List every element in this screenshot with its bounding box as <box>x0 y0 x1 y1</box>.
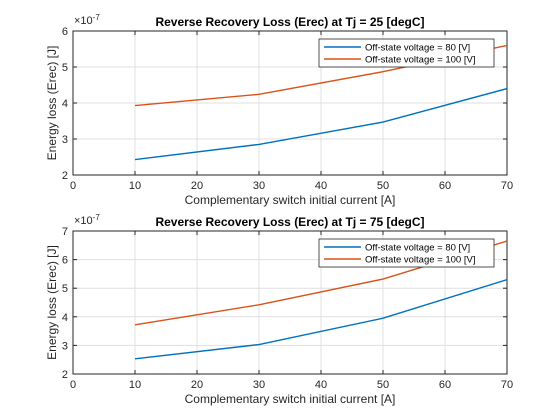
x-tick-label: 30 <box>253 379 265 391</box>
chart-panel-2: 0 10 20 30 40 50 60 70 2 3 4 5 6 7 ×10-7 Reverse Recove… <box>45 213 513 406</box>
x-tick-label: 50 <box>377 379 389 391</box>
x-axis-label: Complementary switch initial current [A] <box>185 193 396 207</box>
chart-panel-1: 0 10 20 30 40 50 60 70 2 3 4 5 6 ×10-7 Reverse Recover… <box>45 13 513 207</box>
legend-box <box>318 38 495 68</box>
x-tick-label: 10 <box>129 180 141 192</box>
y-tick-label: 3 <box>62 134 68 146</box>
series-line-1 <box>134 87 507 161</box>
y-axis-label: Energy loss (Erec) [J] <box>45 46 59 161</box>
y-tick-label: 7 <box>62 226 68 238</box>
legend-box <box>318 238 495 268</box>
x-tick-label: 20 <box>191 379 203 391</box>
legend-entry: Off-state voltage = 100 [V] <box>365 255 475 266</box>
x-tick-label: 60 <box>439 180 451 192</box>
x-tick-label: 0 <box>70 379 76 391</box>
y-tick-label: 6 <box>62 255 68 267</box>
x-tick-label: 60 <box>439 379 451 391</box>
legend: Off-state voltage = 80 [V]Off-state volt… <box>318 238 495 268</box>
x-axis-label: Complementary switch initial current [A] <box>185 392 396 406</box>
legend-entry: Off-state voltage = 100 [V] <box>365 55 475 66</box>
y-tick-label: 5 <box>62 62 68 74</box>
chart-title: Reverse Recovery Loss (Erec) at Tj = 75 … <box>155 215 424 229</box>
series-line-1 <box>134 278 507 360</box>
y-tick-label: 2 <box>62 369 68 381</box>
y-tick-label: 4 <box>62 98 68 110</box>
chart-title: Reverse Recovery Loss (Erec) at Tj = 25 … <box>155 15 424 29</box>
y-tick-label: 4 <box>62 312 68 324</box>
legend-entry: Off-state voltage = 80 [V] <box>365 43 470 54</box>
x-tick-label: 20 <box>191 180 203 192</box>
y-axis-label: Energy loss (Erec) [J] <box>45 245 59 360</box>
y-tick-label: 5 <box>62 283 68 295</box>
y-tick-label: 2 <box>62 170 68 182</box>
x-tick-label: 50 <box>377 180 389 192</box>
legend-entry: Off-state voltage = 80 [V] <box>365 243 470 254</box>
x-tick-label: 70 <box>501 379 513 391</box>
y-exponent-label: ×10-7 <box>74 13 100 27</box>
x-tick-label: 70 <box>501 180 513 192</box>
x-tick-label: 40 <box>315 379 327 391</box>
x-tick-label: 30 <box>253 180 265 192</box>
y-exponent-label: ×10-7 <box>74 213 100 227</box>
y-tick-label: 6 <box>62 26 68 38</box>
x-tick-label: 0 <box>70 180 76 192</box>
x-tick-label: 10 <box>129 379 141 391</box>
x-tick-label: 40 <box>315 180 327 192</box>
axes-frame <box>72 230 508 375</box>
y-tick-label: 3 <box>62 340 68 352</box>
legend: Off-state voltage = 80 [V]Off-state volt… <box>318 38 495 68</box>
